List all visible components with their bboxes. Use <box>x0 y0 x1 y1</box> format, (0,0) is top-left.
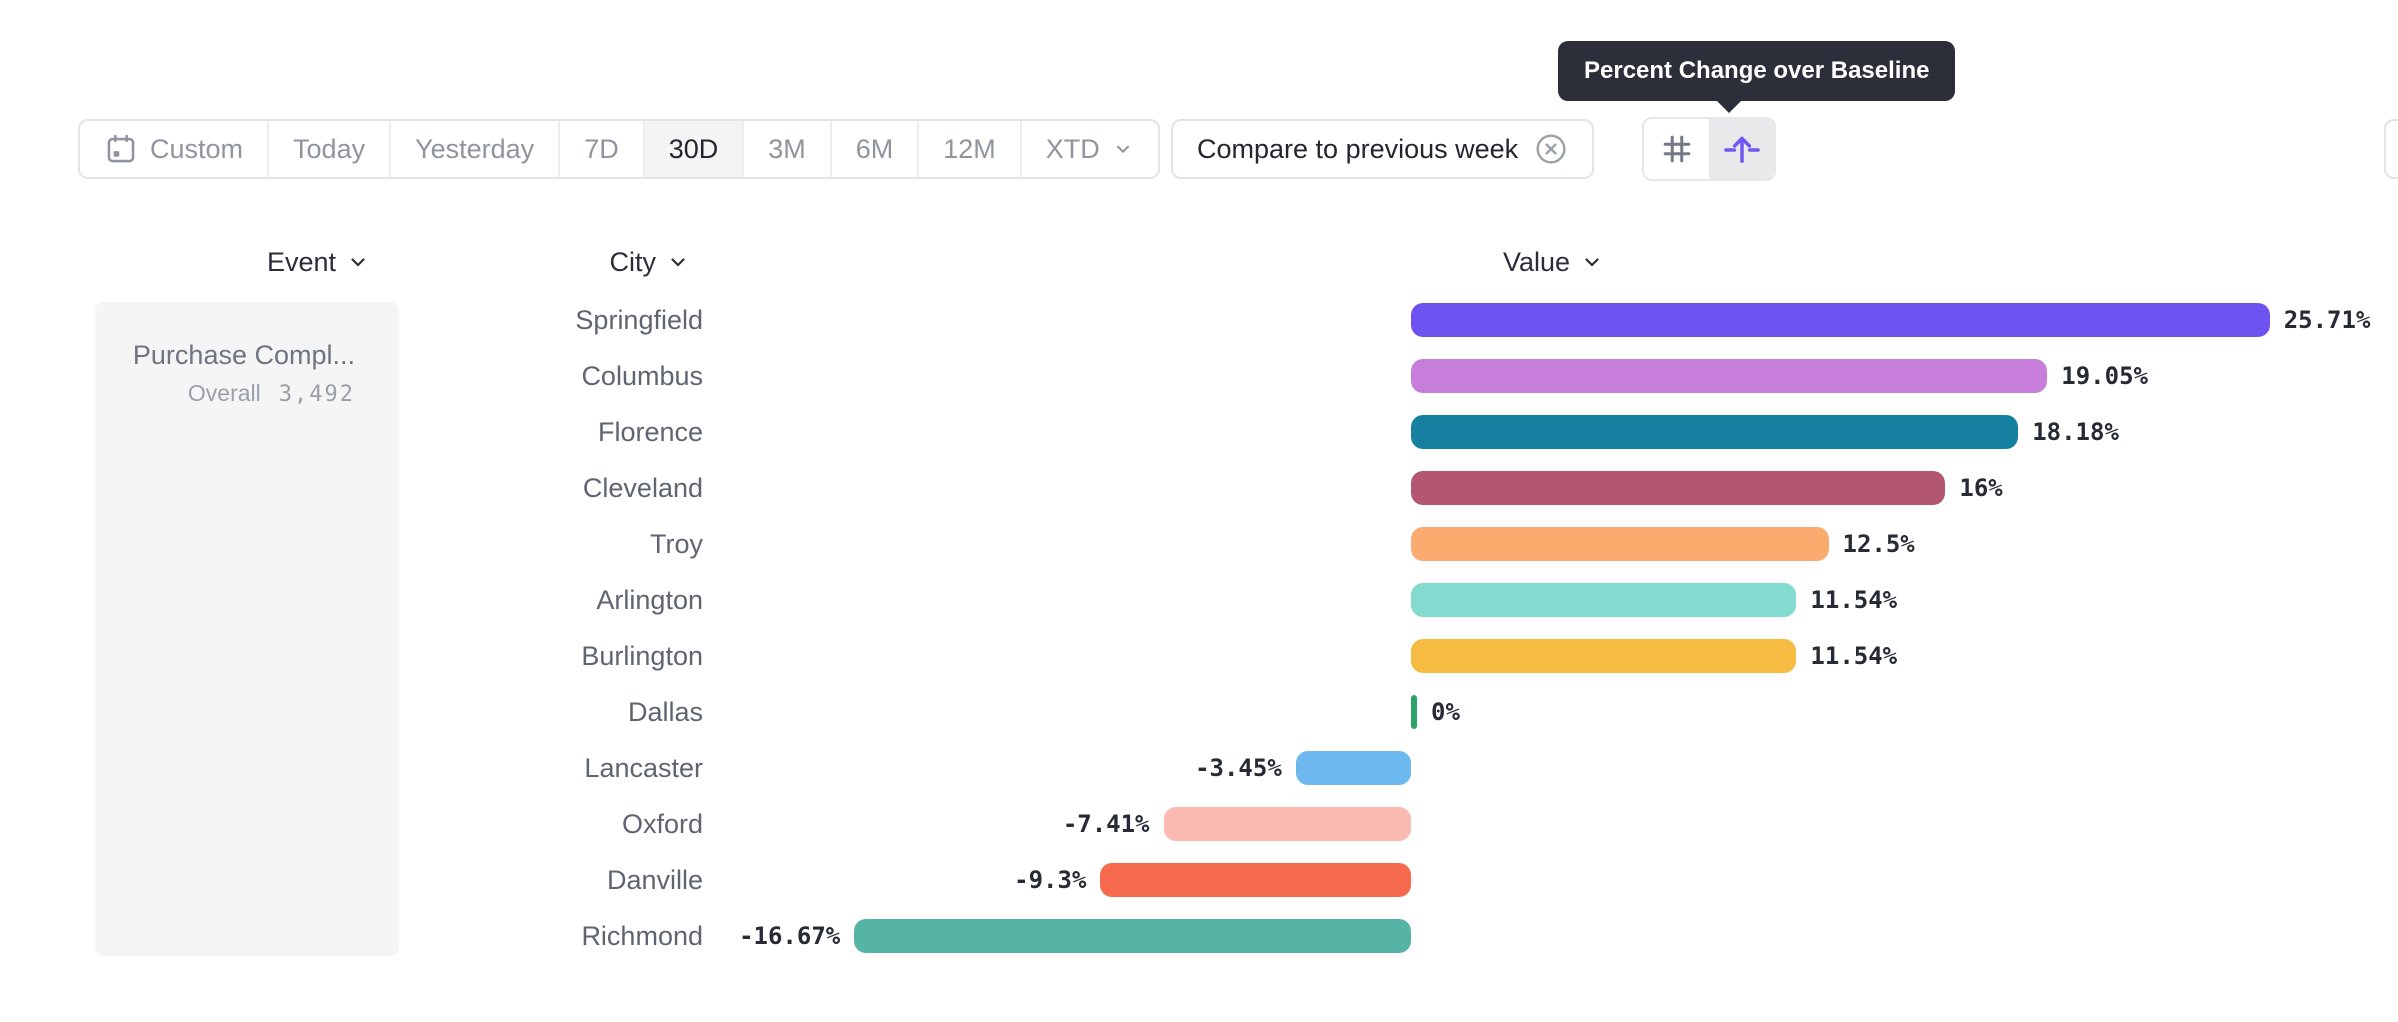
event-metric-label: Overall <box>187 380 261 406</box>
column-header-event[interactable]: Event <box>0 244 370 280</box>
event-card[interactable]: Purchase Compl... Overall 3,492 <box>95 302 399 956</box>
percent-change-baseline-button[interactable] <box>1709 119 1774 179</box>
date-range-yesterday[interactable]: Yesterday <box>389 121 558 177</box>
event-metric: Overall 3,492 <box>115 380 355 407</box>
bar[interactable] <box>1411 359 2048 393</box>
table-row: Danville -9.3% <box>0 852 2398 908</box>
table-row: Columbus 19.05% <box>0 348 2398 404</box>
city-label: Danville <box>606 864 703 895</box>
bar[interactable] <box>1411 415 2019 449</box>
table-row: Lancaster -3.45% <box>0 740 2398 796</box>
table-row: Florence 18.18% <box>0 404 2398 460</box>
date-range-label: 6M <box>855 133 894 164</box>
value-label: 12.5% <box>1842 530 1915 558</box>
table-row: Troy 12.5% <box>0 516 2398 572</box>
bar[interactable] <box>1411 583 1797 617</box>
value-label: 0% <box>1431 698 1460 726</box>
bar[interactable] <box>1411 527 1829 561</box>
value-label: 25.71% <box>2283 306 2371 334</box>
city-label: Springfield <box>575 304 703 335</box>
date-range-label: XTD <box>1045 133 1100 164</box>
chart-value-mode-toggle <box>1642 117 1776 181</box>
date-range-6m[interactable]: 6M <box>829 121 918 177</box>
value-label: 19.05% <box>2061 362 2148 390</box>
city-label: Troy <box>650 528 703 559</box>
city-header-label: City <box>609 246 657 277</box>
chevron-down-icon <box>666 250 690 274</box>
bar-chart: Springfield 25.71% Columbus 19.05% Flore… <box>0 292 2398 964</box>
table-row: Dallas 0% <box>0 684 2398 740</box>
partial-button[interactable] <box>2384 119 2398 179</box>
table-row: Oxford -7.41% <box>0 796 2398 852</box>
date-range-xtd[interactable]: XTD <box>1019 121 1158 177</box>
city-label: Cleveland <box>582 472 703 503</box>
baseline-arrow-icon <box>1721 128 1763 170</box>
event-header-label: Event <box>266 246 336 277</box>
tooltip: Percent Change over Baseline <box>1558 41 1956 113</box>
bar[interactable] <box>1411 303 2270 337</box>
date-range-label: 3M <box>768 133 806 164</box>
value-label: -9.3% <box>1014 866 1087 894</box>
date-range-label: 7D <box>584 133 619 164</box>
bar[interactable] <box>854 919 1411 953</box>
city-label: Dallas <box>627 696 703 727</box>
date-range-30d[interactable]: 30D <box>642 121 743 177</box>
date-range-label: 30D <box>668 133 719 164</box>
city-label: Burlington <box>581 640 703 671</box>
date-range-label: Yesterday <box>415 133 535 164</box>
value-label: 18.18% <box>2032 418 2119 446</box>
absolute-values-button[interactable] <box>1644 119 1709 179</box>
column-header-city[interactable]: City <box>440 244 690 280</box>
bar[interactable] <box>1295 751 1411 785</box>
city-label: Florence <box>597 416 703 447</box>
chevron-down-icon <box>346 250 370 274</box>
value-label: -3.45% <box>1195 754 1282 782</box>
table-row: Richmond -16.67% <box>0 908 2398 964</box>
value-label: -7.41% <box>1062 810 1150 838</box>
tooltip-caret <box>1716 100 1742 113</box>
event-metric-value: 3,492 <box>278 382 355 407</box>
event-title: Purchase Compl... <box>132 340 355 370</box>
chevron-down-icon <box>1112 138 1134 160</box>
bar[interactable] <box>1411 639 1797 673</box>
compare-to-previous-button[interactable]: Compare to previous week <box>1171 119 1595 179</box>
value-label: 11.54% <box>1810 642 1898 670</box>
city-label: Lancaster <box>584 752 703 783</box>
date-range-custom[interactable]: Custom <box>80 121 267 177</box>
value-label: -16.67% <box>739 922 841 950</box>
bar[interactable] <box>1100 863 1411 897</box>
city-label: Columbus <box>581 360 703 391</box>
remove-compare-icon[interactable] <box>1534 132 1568 166</box>
date-range-label: Today <box>293 133 366 164</box>
table-row: Cleveland 16% <box>0 460 2398 516</box>
date-range-today[interactable]: Today <box>267 121 389 177</box>
city-label: Oxford <box>621 808 703 839</box>
table-row: Arlington 11.54% <box>0 572 2398 628</box>
column-header-value[interactable]: Value <box>1503 244 1604 280</box>
date-range-3m[interactable]: 3M <box>742 121 830 177</box>
bar[interactable] <box>1411 695 1417 729</box>
calendar-icon <box>104 132 138 166</box>
chevron-down-icon <box>1580 250 1604 274</box>
value-label: 11.54% <box>1810 586 1898 614</box>
date-range-12m[interactable]: 12M <box>917 121 1020 177</box>
compare-label: Compare to previous week <box>1197 133 1519 164</box>
value-header-label: Value <box>1503 246 1571 277</box>
city-label: Arlington <box>596 584 703 615</box>
value-label: 16% <box>1959 474 2003 502</box>
tooltip-text: Percent Change over Baseline <box>1584 57 1930 84</box>
table-row: Springfield 25.71% <box>0 292 2398 348</box>
date-range-label: 12M <box>943 133 996 164</box>
city-label: Richmond <box>581 920 703 951</box>
table-row: Burlington 11.54% <box>0 628 2398 684</box>
bar[interactable] <box>1411 471 1946 505</box>
date-range-group: Custom Today Yesterday 7D 30D 3M 6M 12M <box>78 119 1160 179</box>
date-range-7d[interactable]: 7D <box>558 121 643 177</box>
hash-icon <box>1658 130 1696 168</box>
bar[interactable] <box>1163 807 1411 841</box>
date-range-label: Custom <box>150 133 244 164</box>
